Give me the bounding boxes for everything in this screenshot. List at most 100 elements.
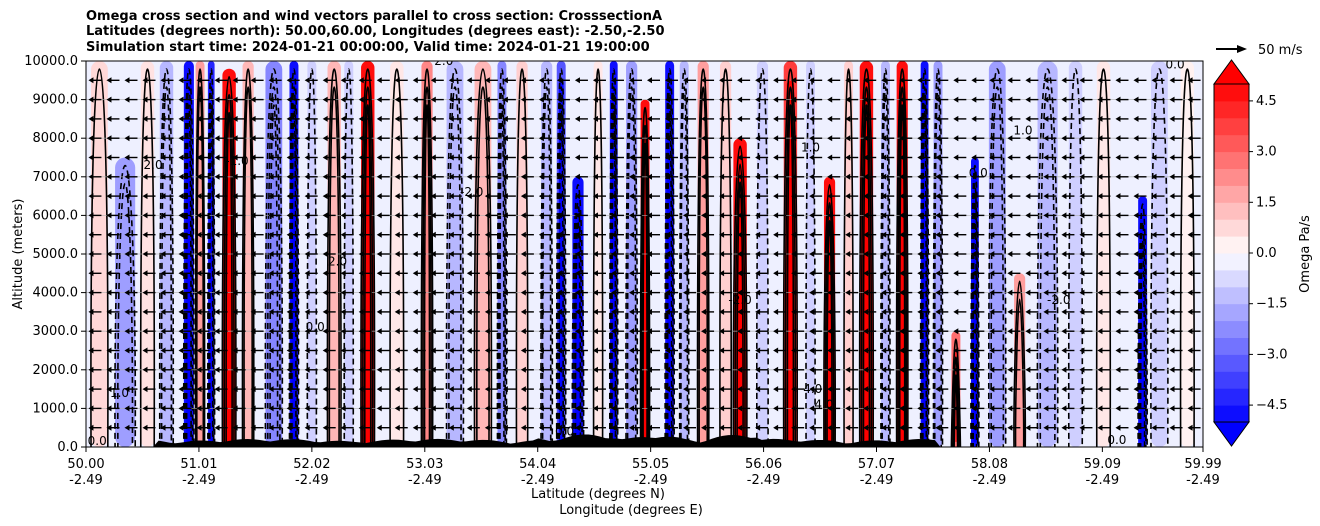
y-tick-label-3: 3000.0 <box>33 324 79 339</box>
wind-vector-head-1174 <box>1133 77 1139 84</box>
wind-vector-head-1071 <box>394 96 400 103</box>
wind-vector-head-411 <box>791 308 797 315</box>
wind-vector-head-111 <box>971 405 977 412</box>
colorbar-segment-1 <box>1214 388 1249 406</box>
wind-vector-head-869 <box>106 154 112 161</box>
wind-vector-head-458 <box>520 289 526 296</box>
wind-vector-head-899 <box>647 154 653 161</box>
wind-vector-head-712 <box>628 212 634 219</box>
wind-vector-head-138 <box>340 386 346 393</box>
wind-vector-head-730 <box>953 212 959 219</box>
omega-contour-1-1 <box>117 182 134 447</box>
wind-vector-head-752 <box>232 193 238 200</box>
wind-vector-head-1122 <box>196 77 202 84</box>
wind-vector-head-710 <box>592 212 598 219</box>
wind-vector-head-194 <box>232 366 238 373</box>
wind-vector-head-1088 <box>701 96 707 103</box>
wind-vector-head-601 <box>863 251 869 257</box>
wind-vector-head-414 <box>845 308 851 315</box>
wind-vector-head-1163 <box>935 77 941 84</box>
wind-vector-head-95 <box>683 405 689 412</box>
wind-vector-head-426 <box>1061 308 1067 315</box>
wind-vector-head-674 <box>1061 231 1067 238</box>
wind-vector-head-790 <box>917 193 923 200</box>
wind-vector-head-502 <box>196 270 202 277</box>
wind-vector-head-1154 <box>773 77 779 84</box>
wind-vector-head-445 <box>286 289 292 296</box>
wind-vector-head-704 <box>484 212 490 219</box>
wind-vector-head-503 <box>214 270 220 277</box>
wind-vector-head-322 <box>304 328 310 335</box>
wind-vector-head-936 <box>196 135 202 142</box>
wind-vector-head-113 <box>1007 405 1013 412</box>
wind-vector-head-1008 <box>376 115 382 122</box>
wind-vector-head-350 <box>809 328 815 335</box>
wind-vector-head-1134 <box>412 77 418 84</box>
wind-vector-head-67 <box>178 405 184 412</box>
wind-vector-head-722 <box>809 212 815 219</box>
wind-vector-head-995 <box>142 115 148 122</box>
colorbar-tick-label-4: −1.5 <box>1256 297 1288 312</box>
omega-contour-28-0 <box>664 68 675 447</box>
wind-vector-head-574 <box>376 251 382 257</box>
wind-vector-head-327 <box>394 328 400 335</box>
wind-vector-head-420 <box>953 308 959 315</box>
wind-vector-head-1009 <box>394 115 400 122</box>
wind-vector-head-450 <box>376 289 382 296</box>
omega-contour-12-1 <box>328 86 340 447</box>
wind-vector-head-85 <box>502 405 508 412</box>
wind-vector-head-822 <box>376 173 382 180</box>
wind-vector-head-842 <box>737 173 743 180</box>
wind-vector-head-455 <box>466 289 472 296</box>
wind-vector-head-861 <box>1079 173 1085 180</box>
omega-contour-30-1 <box>698 86 709 447</box>
wind-vector-head-293 <box>899 347 905 354</box>
colorbar-segment-19 <box>1214 84 1249 102</box>
wind-vector-head-351 <box>827 328 833 335</box>
wind-vector-head-753 <box>250 193 256 200</box>
wind-vector-head-724 <box>845 212 851 219</box>
wind-vector-head-88 <box>556 405 562 412</box>
wind-vector-head-118 <box>1097 405 1103 412</box>
wind-vector-head-970 <box>809 135 815 142</box>
wind-vector-head-439 <box>178 289 184 296</box>
wind-vector-head-855 <box>971 173 977 180</box>
wind-vector-head-401 <box>610 308 616 315</box>
wind-vector-head-267 <box>430 347 436 354</box>
wind-vector-head-520 <box>520 270 526 277</box>
wind-vector-head-385 <box>322 308 328 315</box>
wind-vector-head-661 <box>827 231 833 238</box>
wind-vector-head-836 <box>628 173 634 180</box>
omega-contour-8-0 <box>241 68 255 447</box>
wind-vector-head-763 <box>430 193 436 200</box>
wind-vector-head-867 <box>1187 173 1193 180</box>
wind-vector-head-750 <box>196 193 202 200</box>
wind-vector-head-400 <box>592 308 598 315</box>
wind-vector-head-943 <box>322 135 328 142</box>
wind-vector-head-604 <box>917 251 923 257</box>
wind-vector-head-101 <box>791 405 797 412</box>
wind-vector-head-506 <box>268 270 274 277</box>
wind-vector-head-910 <box>845 154 851 161</box>
wind-vector-head-104 <box>845 405 851 412</box>
omega-contour-35-0 <box>805 68 816 447</box>
wind-vector-head-614 <box>1097 251 1103 257</box>
wind-vector-head-884 <box>376 154 382 161</box>
wind-vector-head-28 <box>592 424 598 431</box>
wind-vector-head-666 <box>917 231 923 238</box>
wind-vector-head-251 <box>142 347 148 354</box>
wind-vector-head-49 <box>971 424 977 431</box>
wind-vector-head-79 <box>394 405 400 412</box>
wind-vector-head-665 <box>899 231 905 238</box>
wind-vector-head-64 <box>124 405 130 412</box>
omega-contour-47-1 <box>1039 86 1056 447</box>
wind-vector-head-53 <box>1043 424 1049 431</box>
omega-contour-38-1 <box>860 86 873 447</box>
omega-contour-40-1 <box>897 86 908 447</box>
y-tick-label-2: 2000.0 <box>33 363 79 378</box>
wind-vector-head-198 <box>304 366 310 373</box>
wind-vector-head-1068 <box>340 96 346 103</box>
omega-contour-4-2 <box>185 104 192 447</box>
x-tick-label-lat-5: 55.05 <box>632 457 669 472</box>
wind-vector-head-241 <box>1079 366 1085 373</box>
